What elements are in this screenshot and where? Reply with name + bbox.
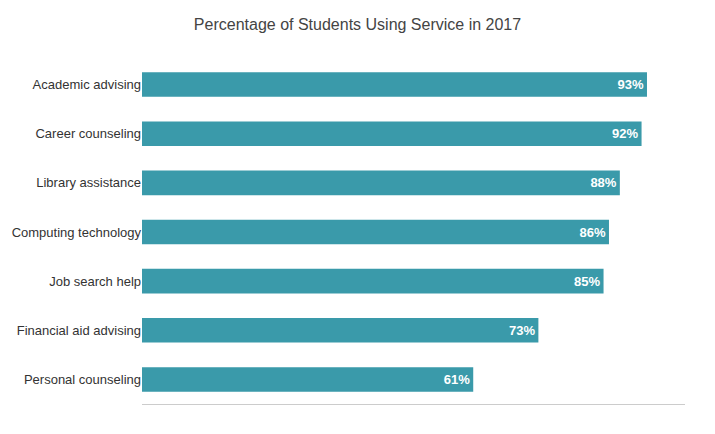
svg-text:85%: 85% bbox=[574, 274, 600, 289]
svg-text:Library assistance: Library assistance bbox=[36, 175, 141, 190]
svg-text:Academic advising: Academic advising bbox=[33, 77, 141, 92]
svg-text:88%: 88% bbox=[590, 175, 616, 190]
svg-text:Computing technology: Computing technology bbox=[12, 225, 142, 240]
svg-text:92%: 92% bbox=[612, 126, 638, 141]
svg-text:Personal counseling: Personal counseling bbox=[24, 372, 141, 387]
svg-text:Percentage of Students Using S: Percentage of Students Using Service in … bbox=[194, 16, 521, 33]
svg-text:86%: 86% bbox=[580, 225, 606, 240]
svg-text:Career counseling: Career counseling bbox=[35, 126, 141, 141]
svg-text:Job search help: Job search help bbox=[49, 274, 141, 289]
svg-text:93%: 93% bbox=[618, 77, 644, 92]
svg-text:73%: 73% bbox=[509, 323, 535, 338]
svg-text:61%: 61% bbox=[444, 372, 470, 387]
svg-text:Financial aid advising: Financial aid advising bbox=[17, 323, 141, 338]
